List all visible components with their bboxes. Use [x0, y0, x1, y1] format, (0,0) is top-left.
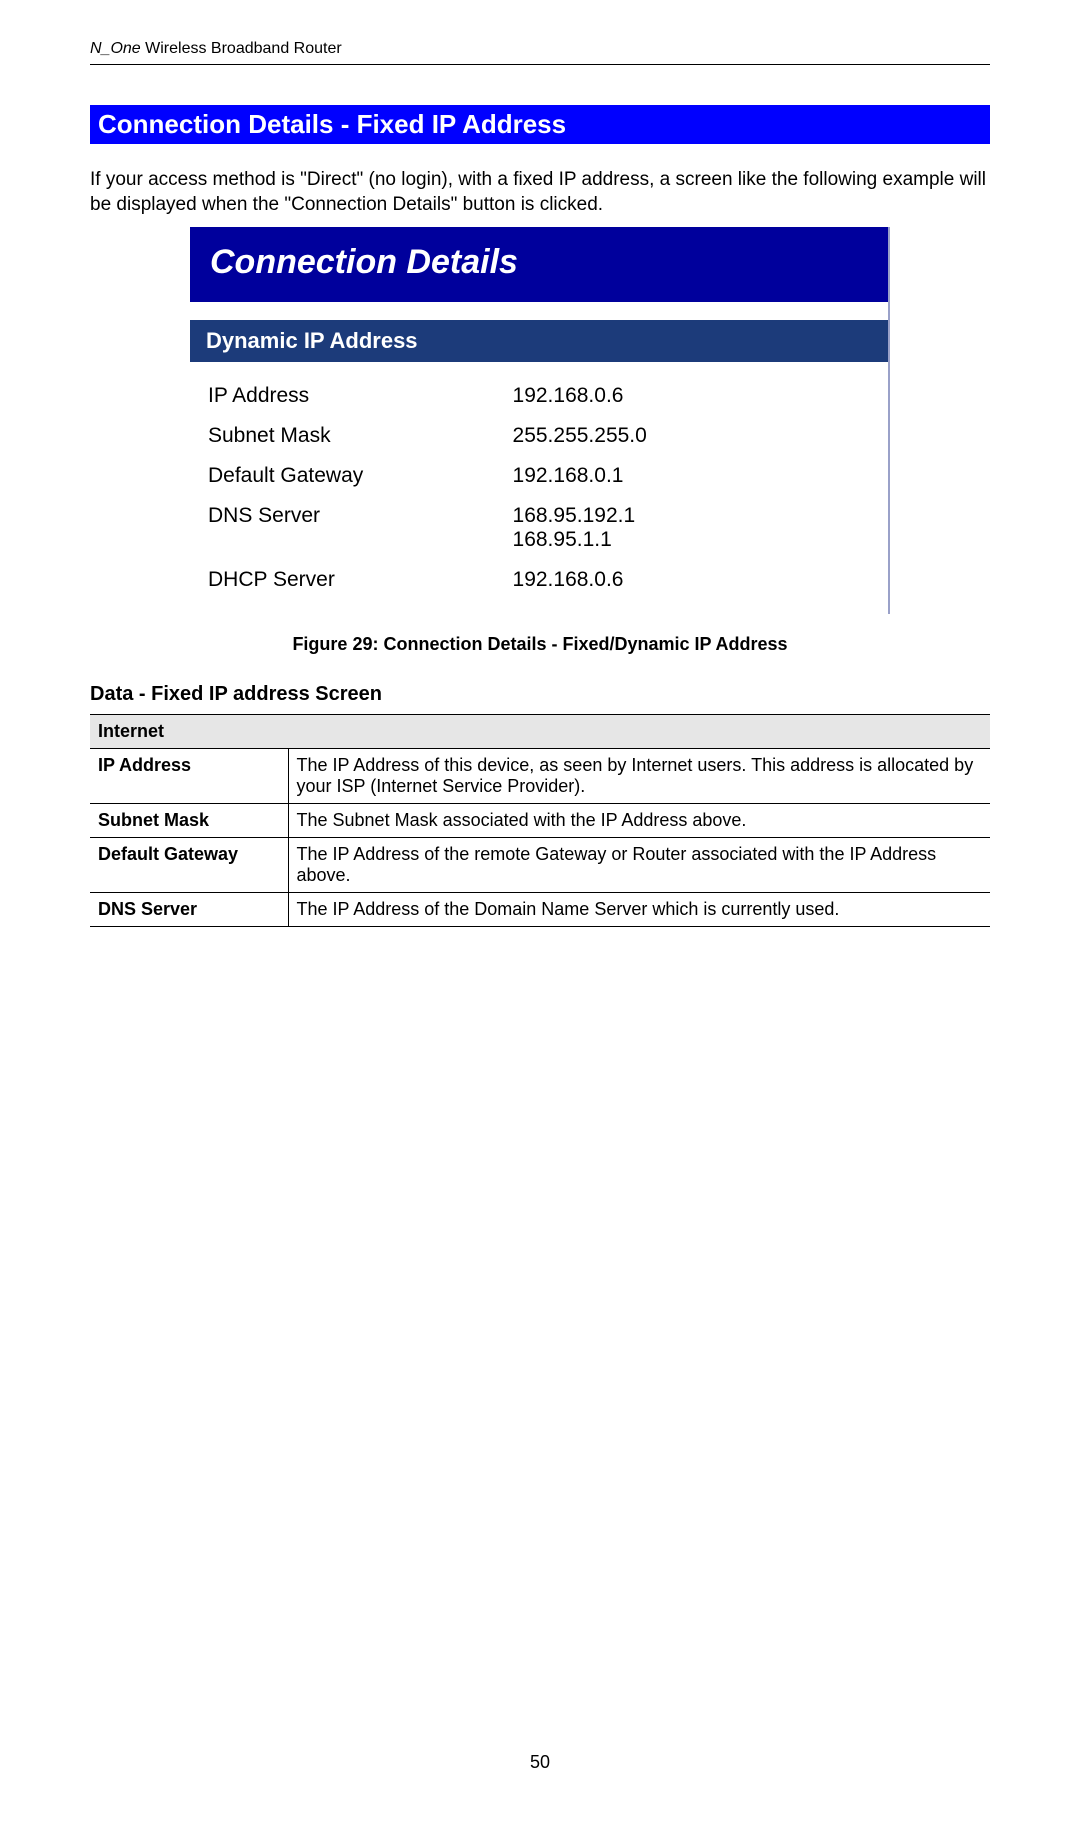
figure-row: Default Gateway 192.168.0.1 [208, 456, 870, 496]
table-row-desc: The Subnet Mask associated with the IP A… [288, 804, 990, 838]
table-row-desc: The IP Address of the remote Gateway or … [288, 838, 990, 893]
table-section-row: Internet [90, 715, 990, 749]
table-row-desc: The IP Address of this device, as seen b… [288, 749, 990, 804]
figure-row: DHCP Server 192.168.0.6 [208, 560, 870, 600]
figure-connection-details: Connection Details Dynamic IP Address IP… [190, 227, 890, 614]
figure-row-value: 255.255.255.0 [513, 424, 870, 448]
figure-row-value: 192.168.0.1 [513, 464, 870, 488]
figure-row-label: DNS Server [208, 504, 513, 552]
table-row: Default Gateway The IP Address of the re… [90, 838, 990, 893]
page-header: N_One Wireless Broadband Router [90, 40, 990, 65]
table-row-label: IP Address [90, 749, 288, 804]
figure-row-label: Subnet Mask [208, 424, 513, 448]
table-row-label: DNS Server [90, 893, 288, 927]
subsection-title: Data - Fixed IP address Screen [90, 683, 990, 706]
intro-paragraph: If your access method is "Direct" (no lo… [90, 168, 990, 217]
figure-row-label: Default Gateway [208, 464, 513, 488]
figure-row-label: DHCP Server [208, 568, 513, 592]
product-name: N_One [90, 40, 141, 57]
figure-row-value: 192.168.0.6 [513, 384, 870, 408]
table-row-label: Subnet Mask [90, 804, 288, 838]
figure-row-value: 168.95.192.1 168.95.1.1 [513, 504, 870, 552]
table-row-label: Default Gateway [90, 838, 288, 893]
figure-title: Connection Details [210, 243, 518, 281]
table-row: IP Address The IP Address of this device… [90, 749, 990, 804]
figure-row-value: 192.168.0.6 [513, 568, 870, 592]
figure-body: IP Address 192.168.0.6 Subnet Mask 255.2… [190, 362, 888, 614]
figure-row: DNS Server 168.95.192.1 168.95.1.1 [208, 496, 870, 560]
figure-row: Subnet Mask 255.255.255.0 [208, 416, 870, 456]
figure-caption: Figure 29: Connection Details - Fixed/Dy… [90, 634, 990, 655]
page-number: 50 [0, 1752, 1080, 1773]
table-row: DNS Server The IP Address of the Domain … [90, 893, 990, 927]
data-table: Internet IP Address The IP Address of th… [90, 714, 990, 927]
section-title: Connection Details - Fixed IP Address [90, 105, 990, 144]
figure-subheader: Dynamic IP Address [190, 320, 888, 362]
product-desc: Wireless Broadband Router [141, 40, 342, 57]
table-row-desc: The IP Address of the Domain Name Server… [288, 893, 990, 927]
table-row: Subnet Mask The Subnet Mask associated w… [90, 804, 990, 838]
table-section-header: Internet [90, 715, 990, 749]
figure-row-label: IP Address [208, 384, 513, 408]
figure-title-bar: Connection Details [190, 227, 888, 302]
figure-row: IP Address 192.168.0.6 [208, 376, 870, 416]
